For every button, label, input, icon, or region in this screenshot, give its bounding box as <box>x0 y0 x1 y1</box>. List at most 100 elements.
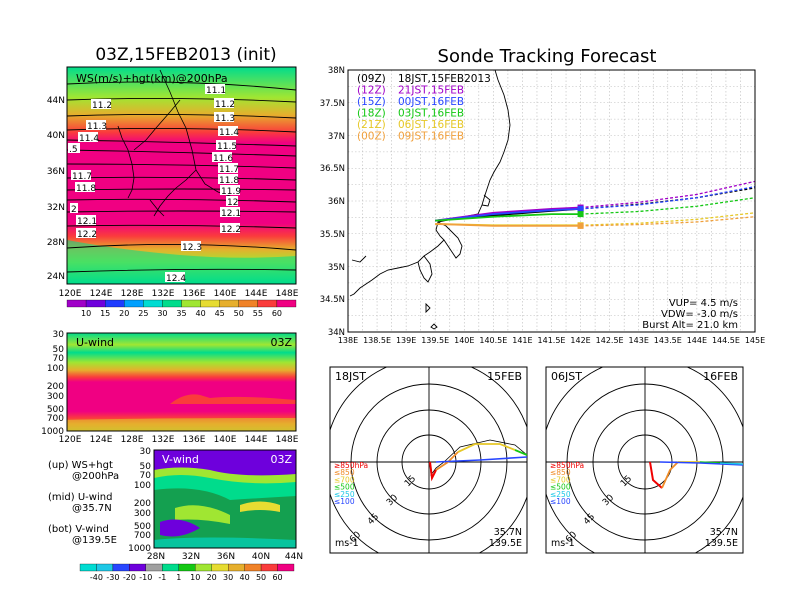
hodo-legend-item: ≤850 <box>334 468 355 477</box>
svg-text:11.9: 11.9 <box>221 187 241 197</box>
track-line-dashed <box>580 216 756 227</box>
svg-text:136E: 136E <box>183 435 206 445</box>
svg-text:36N: 36N <box>47 167 65 177</box>
svg-text:1000: 1000 <box>128 544 151 554</box>
ws-colorbar-swatch <box>181 299 201 308</box>
svg-text:40N: 40N <box>252 552 270 562</box>
track-line-solid <box>435 213 581 222</box>
hodo-legend-item: ≤250 <box>334 490 355 499</box>
map-lon-ticks: 138E 138.5E 139E 139.5E 140E 140.5E 141E 141.5E… <box>338 336 765 345</box>
svg-text:11.4: 11.4 <box>219 128 239 138</box>
svg-text:35.7N: 35.7N <box>494 527 522 538</box>
track-map: 38N 37.5N 37N 36.5N 36N 35.5N 35N 34.5N … <box>320 66 765 345</box>
ws-colorbar-swatch <box>85 299 106 308</box>
svg-text:70: 70 <box>53 354 65 364</box>
map-lon-tick: 143E <box>629 336 649 345</box>
v-colorbar-label: -30 <box>106 573 119 582</box>
svg-text:140E: 140E <box>214 435 237 445</box>
v-colorbar-label: 30 <box>223 573 233 582</box>
svg-text:(up) WS+hgt: (up) WS+hgt <box>48 460 113 471</box>
svg-text:37.5N: 37.5N <box>320 99 345 109</box>
svg-text:@139.5E: @139.5E <box>72 535 117 546</box>
v-colorbar-swatch <box>244 563 262 572</box>
v-colorbar-swatch <box>195 563 212 572</box>
vup-label: VUP= 4.5 m/s <box>669 298 738 309</box>
v-panel: V-wind 03Z 30 50 70 100 200 300 500 700 … <box>79 447 303 582</box>
v-colorbar-swatch <box>277 563 295 572</box>
v-colorbar-swatch <box>260 563 278 572</box>
v-colorbar-label: -1 <box>158 573 166 582</box>
hodograph-left: 18JST 15FEB 35.7N 139.5E ms-1 15 30 45 6… <box>329 366 528 554</box>
svg-text:30: 30 <box>53 330 65 340</box>
svg-text:11.1: 11.1 <box>206 86 226 96</box>
svg-text:132E: 132E <box>152 289 175 299</box>
svg-text:200: 200 <box>134 499 151 509</box>
svg-text:35.5N: 35.5N <box>320 230 345 240</box>
svg-text:100: 100 <box>47 364 64 374</box>
map-lon-tick: 140E <box>454 336 474 345</box>
run-legend-time: (18Z) <box>357 108 386 120</box>
svg-text:2: 2 <box>71 205 77 215</box>
svg-text:139.5E: 139.5E <box>705 538 738 549</box>
ws-lon-ticks: 120E 124E 128E 132E 136E 140E 144E 148E <box>59 289 299 299</box>
svg-text:120E: 120E <box>59 289 82 299</box>
u-lon-ticks: 120E 124E 128E 132E 136E 140E 144E 148E <box>59 435 299 445</box>
svg-text:11.8: 11.8 <box>76 184 96 194</box>
v-colorbar-label: 20 <box>207 573 217 582</box>
map-lat-ticks: 38N 37.5N 37N 36.5N 36N 35.5N 35N 34.5N … <box>320 66 345 338</box>
svg-text:100: 100 <box>134 481 151 491</box>
svg-text:12: 12 <box>227 198 238 208</box>
ws-colorbar-swatch <box>105 299 125 308</box>
v-panel-time: 03Z <box>270 453 292 466</box>
v-colorbar-label: -40 <box>90 573 103 582</box>
right-title: Sonde Tracking Forecast <box>438 46 657 67</box>
track-line-dashed <box>580 180 756 209</box>
svg-text:18JST: 18JST <box>335 370 366 383</box>
svg-text:28N: 28N <box>147 552 165 562</box>
run-legend-time: (00Z) <box>357 131 386 143</box>
svg-text:34.5N: 34.5N <box>320 295 345 305</box>
u-panel-time: 03Z <box>270 336 292 349</box>
svg-text:140E: 140E <box>214 289 237 299</box>
svg-text:11.3: 11.3 <box>87 122 107 132</box>
svg-text:139.5E: 139.5E <box>489 538 522 549</box>
run-legend-label: 09JST,16FEB <box>398 131 464 143</box>
ws-colorbar-label: 35 <box>176 309 186 318</box>
ws-colorbar: 10 15 20 25 30 35 40 45 50 55 60 <box>66 299 297 318</box>
svg-text:50: 50 <box>53 345 65 355</box>
map-lon-tick: 144E <box>687 336 707 345</box>
svg-text:35N: 35N <box>328 263 345 273</box>
vdw-label: VDW= -3.0 m/s <box>661 309 738 320</box>
svg-text:300: 300 <box>134 509 151 519</box>
panel-notes: (up) WS+hgt @200hPa (mid) U-wind @35.7N … <box>48 460 119 546</box>
v-colorbar-label: 1 <box>176 573 181 582</box>
ws-colorbar-swatch <box>143 299 163 308</box>
hodograph-right: 06JST 16FEB 35.7N 139.5E ms-1 15 30 45 6… <box>545 366 744 554</box>
svg-text:ms-1: ms-1 <box>551 538 575 549</box>
map-lon-tick: 138E <box>338 336 358 345</box>
v-colorbar-swatch <box>96 563 114 572</box>
track-line-dashed <box>580 197 756 215</box>
svg-text:24N: 24N <box>47 272 65 282</box>
hodo-legend-item: ≤500 <box>550 483 571 492</box>
map-lon-tick: 145E <box>745 336 765 345</box>
svg-text:500: 500 <box>134 522 151 532</box>
map-lon-tick: 143.5E <box>654 336 682 345</box>
svg-text:28N: 28N <box>47 238 65 248</box>
v-colorbar-swatch <box>228 563 245 572</box>
u-p-ticks: 30 50 70 100 200 300 500 700 1000 <box>41 330 64 437</box>
u-panel-label: U-wind <box>76 336 114 349</box>
ws-colorbar-swatch <box>219 299 239 308</box>
v-lat-ticks: 28N 32N 36N 40N 44N <box>147 552 303 562</box>
svg-text:.5: .5 <box>69 145 78 155</box>
v-colorbar-label: -10 <box>139 573 152 582</box>
run-legend-label: 21JST,15FEB <box>398 85 464 97</box>
run-legend: (09Z) 18JST,15FEB2013 (12Z) 21JST,15FEB (15Z… <box>357 73 491 143</box>
svg-text:300: 300 <box>47 392 64 402</box>
svg-text:136E: 136E <box>183 289 206 299</box>
hodo-legend-right: ≥850hPa≤850≤700≤500≤250≤100 <box>550 461 584 506</box>
svg-text:12.1: 12.1 <box>221 209 241 219</box>
svg-text:15FEB: 15FEB <box>487 370 522 383</box>
burst-marker <box>577 211 584 218</box>
